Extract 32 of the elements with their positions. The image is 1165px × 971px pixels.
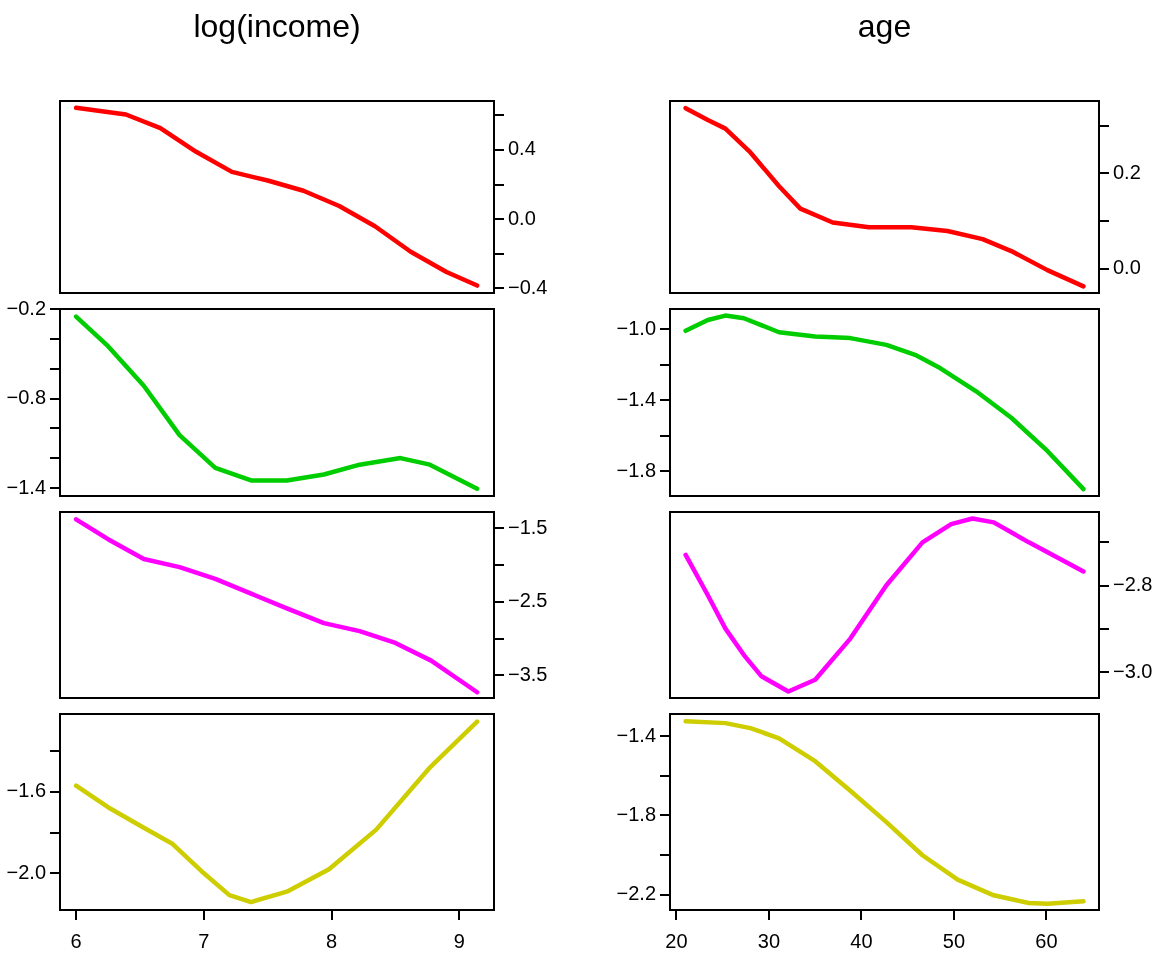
- chart-title: log(income): [193, 7, 361, 44]
- x-tick-label: 6: [70, 929, 82, 952]
- y-tick-label: −1.4: [616, 723, 656, 746]
- x-tick-label: 20: [665, 929, 688, 952]
- y-tick-label: 0.0: [1113, 256, 1141, 279]
- x-tick-label: 50: [942, 929, 966, 952]
- y-tick-label: 0.0: [508, 206, 536, 229]
- y-tick-label: −2.0: [6, 860, 46, 883]
- y-tick-label: −1.8: [616, 458, 656, 481]
- y-tick-label: −2.2: [616, 882, 656, 905]
- y-tick-label: −1.5: [508, 515, 548, 538]
- x-tick-label: 8: [325, 929, 338, 952]
- y-tick-label: −0.4: [508, 276, 548, 299]
- y-tick-label: −1.4: [6, 475, 46, 498]
- x-tick-label: 60: [1035, 929, 1058, 952]
- y-tick-label: −2.8: [1113, 573, 1153, 596]
- x-tick-label: 30: [757, 929, 781, 952]
- x-tick-label: 9: [453, 929, 465, 952]
- y-tick-label: −2.5: [508, 589, 548, 612]
- y-tick-label: −0.8: [6, 386, 46, 409]
- y-tick-label: 0.4: [508, 137, 536, 160]
- y-tick-label: −1.4: [616, 387, 656, 410]
- y-tick-label: −1.8: [616, 802, 656, 825]
- y-tick-label: −3.5: [508, 662, 548, 685]
- y-tick-label: −1.6: [6, 779, 46, 802]
- y-tick-label: −0.2: [6, 296, 46, 319]
- y-tick-label: −1.0: [616, 316, 656, 339]
- chart-title: age: [857, 7, 912, 44]
- x-tick-label: 40: [850, 929, 873, 952]
- y-tick-label: −3.0: [1113, 659, 1153, 682]
- y-tick-label: 0.2: [1113, 160, 1141, 183]
- x-tick-label: 7: [198, 929, 210, 952]
